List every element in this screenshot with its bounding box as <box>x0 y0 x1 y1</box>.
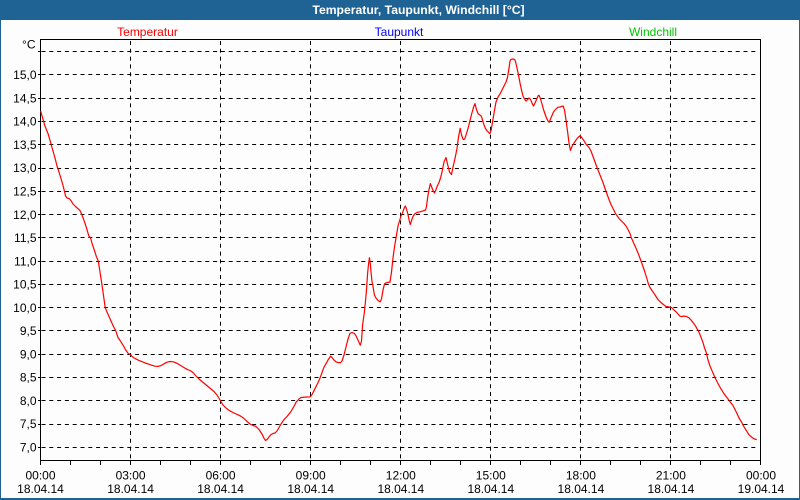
svg-text:7,5: 7,5 <box>20 417 37 431</box>
svg-text:13,0: 13,0 <box>13 161 37 175</box>
svg-text:18.04.14: 18.04.14 <box>107 482 154 496</box>
svg-text:19.04.14: 19.04.14 <box>738 482 785 496</box>
svg-text:8,0: 8,0 <box>20 394 37 408</box>
svg-text:18.04.14: 18.04.14 <box>17 482 64 496</box>
svg-text:9,0: 9,0 <box>20 347 37 361</box>
svg-text:18.04.14: 18.04.14 <box>467 482 514 496</box>
svg-text:10,5: 10,5 <box>13 278 37 292</box>
svg-text:12:00: 12:00 <box>386 469 416 483</box>
svg-text:8,5: 8,5 <box>20 371 37 385</box>
svg-text:18.04.14: 18.04.14 <box>377 482 424 496</box>
svg-text:10,0: 10,0 <box>13 301 37 315</box>
svg-text:12,0: 12,0 <box>13 208 37 222</box>
svg-text:14,0: 14,0 <box>13 115 37 129</box>
svg-text:14,5: 14,5 <box>13 91 37 105</box>
svg-text:09:00: 09:00 <box>296 469 326 483</box>
svg-text:11,5: 11,5 <box>14 231 37 245</box>
svg-text:03:00: 03:00 <box>116 469 146 483</box>
svg-text:°C: °C <box>22 38 36 52</box>
svg-text:Taupunkt: Taupunkt <box>375 25 424 39</box>
svg-text:18.04.14: 18.04.14 <box>287 482 334 496</box>
svg-text:18:00: 18:00 <box>566 469 596 483</box>
svg-text:15:00: 15:00 <box>476 469 506 483</box>
svg-text:18.04.14: 18.04.14 <box>558 482 605 496</box>
svg-text:9,5: 9,5 <box>20 324 37 338</box>
svg-text:21:00: 21:00 <box>656 469 686 483</box>
svg-text:15,0: 15,0 <box>13 68 37 82</box>
svg-text:00:00: 00:00 <box>746 469 776 483</box>
svg-text:7,0: 7,0 <box>20 441 37 455</box>
svg-text:11,0: 11,0 <box>14 254 37 268</box>
svg-text:18.04.14: 18.04.14 <box>648 482 695 496</box>
svg-text:00:00: 00:00 <box>25 469 55 483</box>
svg-text:Temperatur: Temperatur <box>117 25 178 39</box>
svg-text:18.04.14: 18.04.14 <box>197 482 244 496</box>
svg-text:13,5: 13,5 <box>13 138 37 152</box>
svg-text:Windchill: Windchill <box>629 25 677 39</box>
svg-text:06:00: 06:00 <box>206 469 236 483</box>
svg-text:12,5: 12,5 <box>13 185 37 199</box>
